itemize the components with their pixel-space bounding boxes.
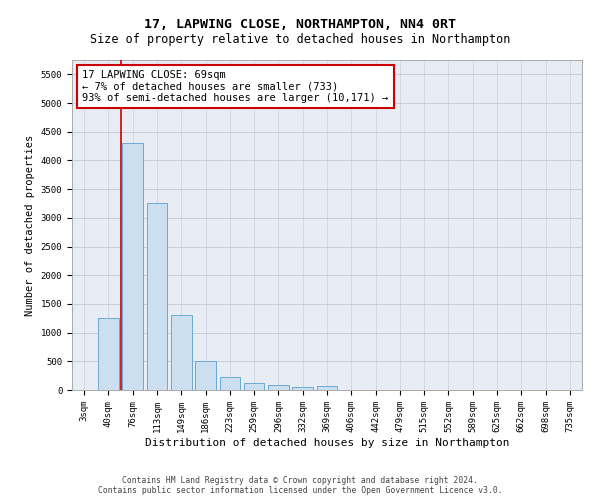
Text: Size of property relative to detached houses in Northampton: Size of property relative to detached ho… [90,32,510,46]
Bar [195,362,216,390]
Bar [244,383,265,390]
Text: 17 LAPWING CLOSE: 69sqm
← 7% of detached houses are smaller (733)
93% of semi-de: 17 LAPWING CLOSE: 69sqm ← 7% of detached… [82,70,388,103]
Bar [122,143,143,390]
Bar [292,386,313,390]
Text: 17, LAPWING CLOSE, NORTHAMPTON, NN4 0RT: 17, LAPWING CLOSE, NORTHAMPTON, NN4 0RT [144,18,456,30]
X-axis label: Distribution of detached houses by size in Northampton: Distribution of detached houses by size … [145,438,509,448]
Bar [317,386,337,390]
Bar [220,377,240,390]
Bar [268,386,289,390]
Y-axis label: Number of detached properties: Number of detached properties [25,134,35,316]
Bar [98,318,119,390]
Bar [171,316,191,390]
Bar [146,204,167,390]
Text: Contains HM Land Registry data © Crown copyright and database right 2024.
Contai: Contains HM Land Registry data © Crown c… [98,476,502,495]
